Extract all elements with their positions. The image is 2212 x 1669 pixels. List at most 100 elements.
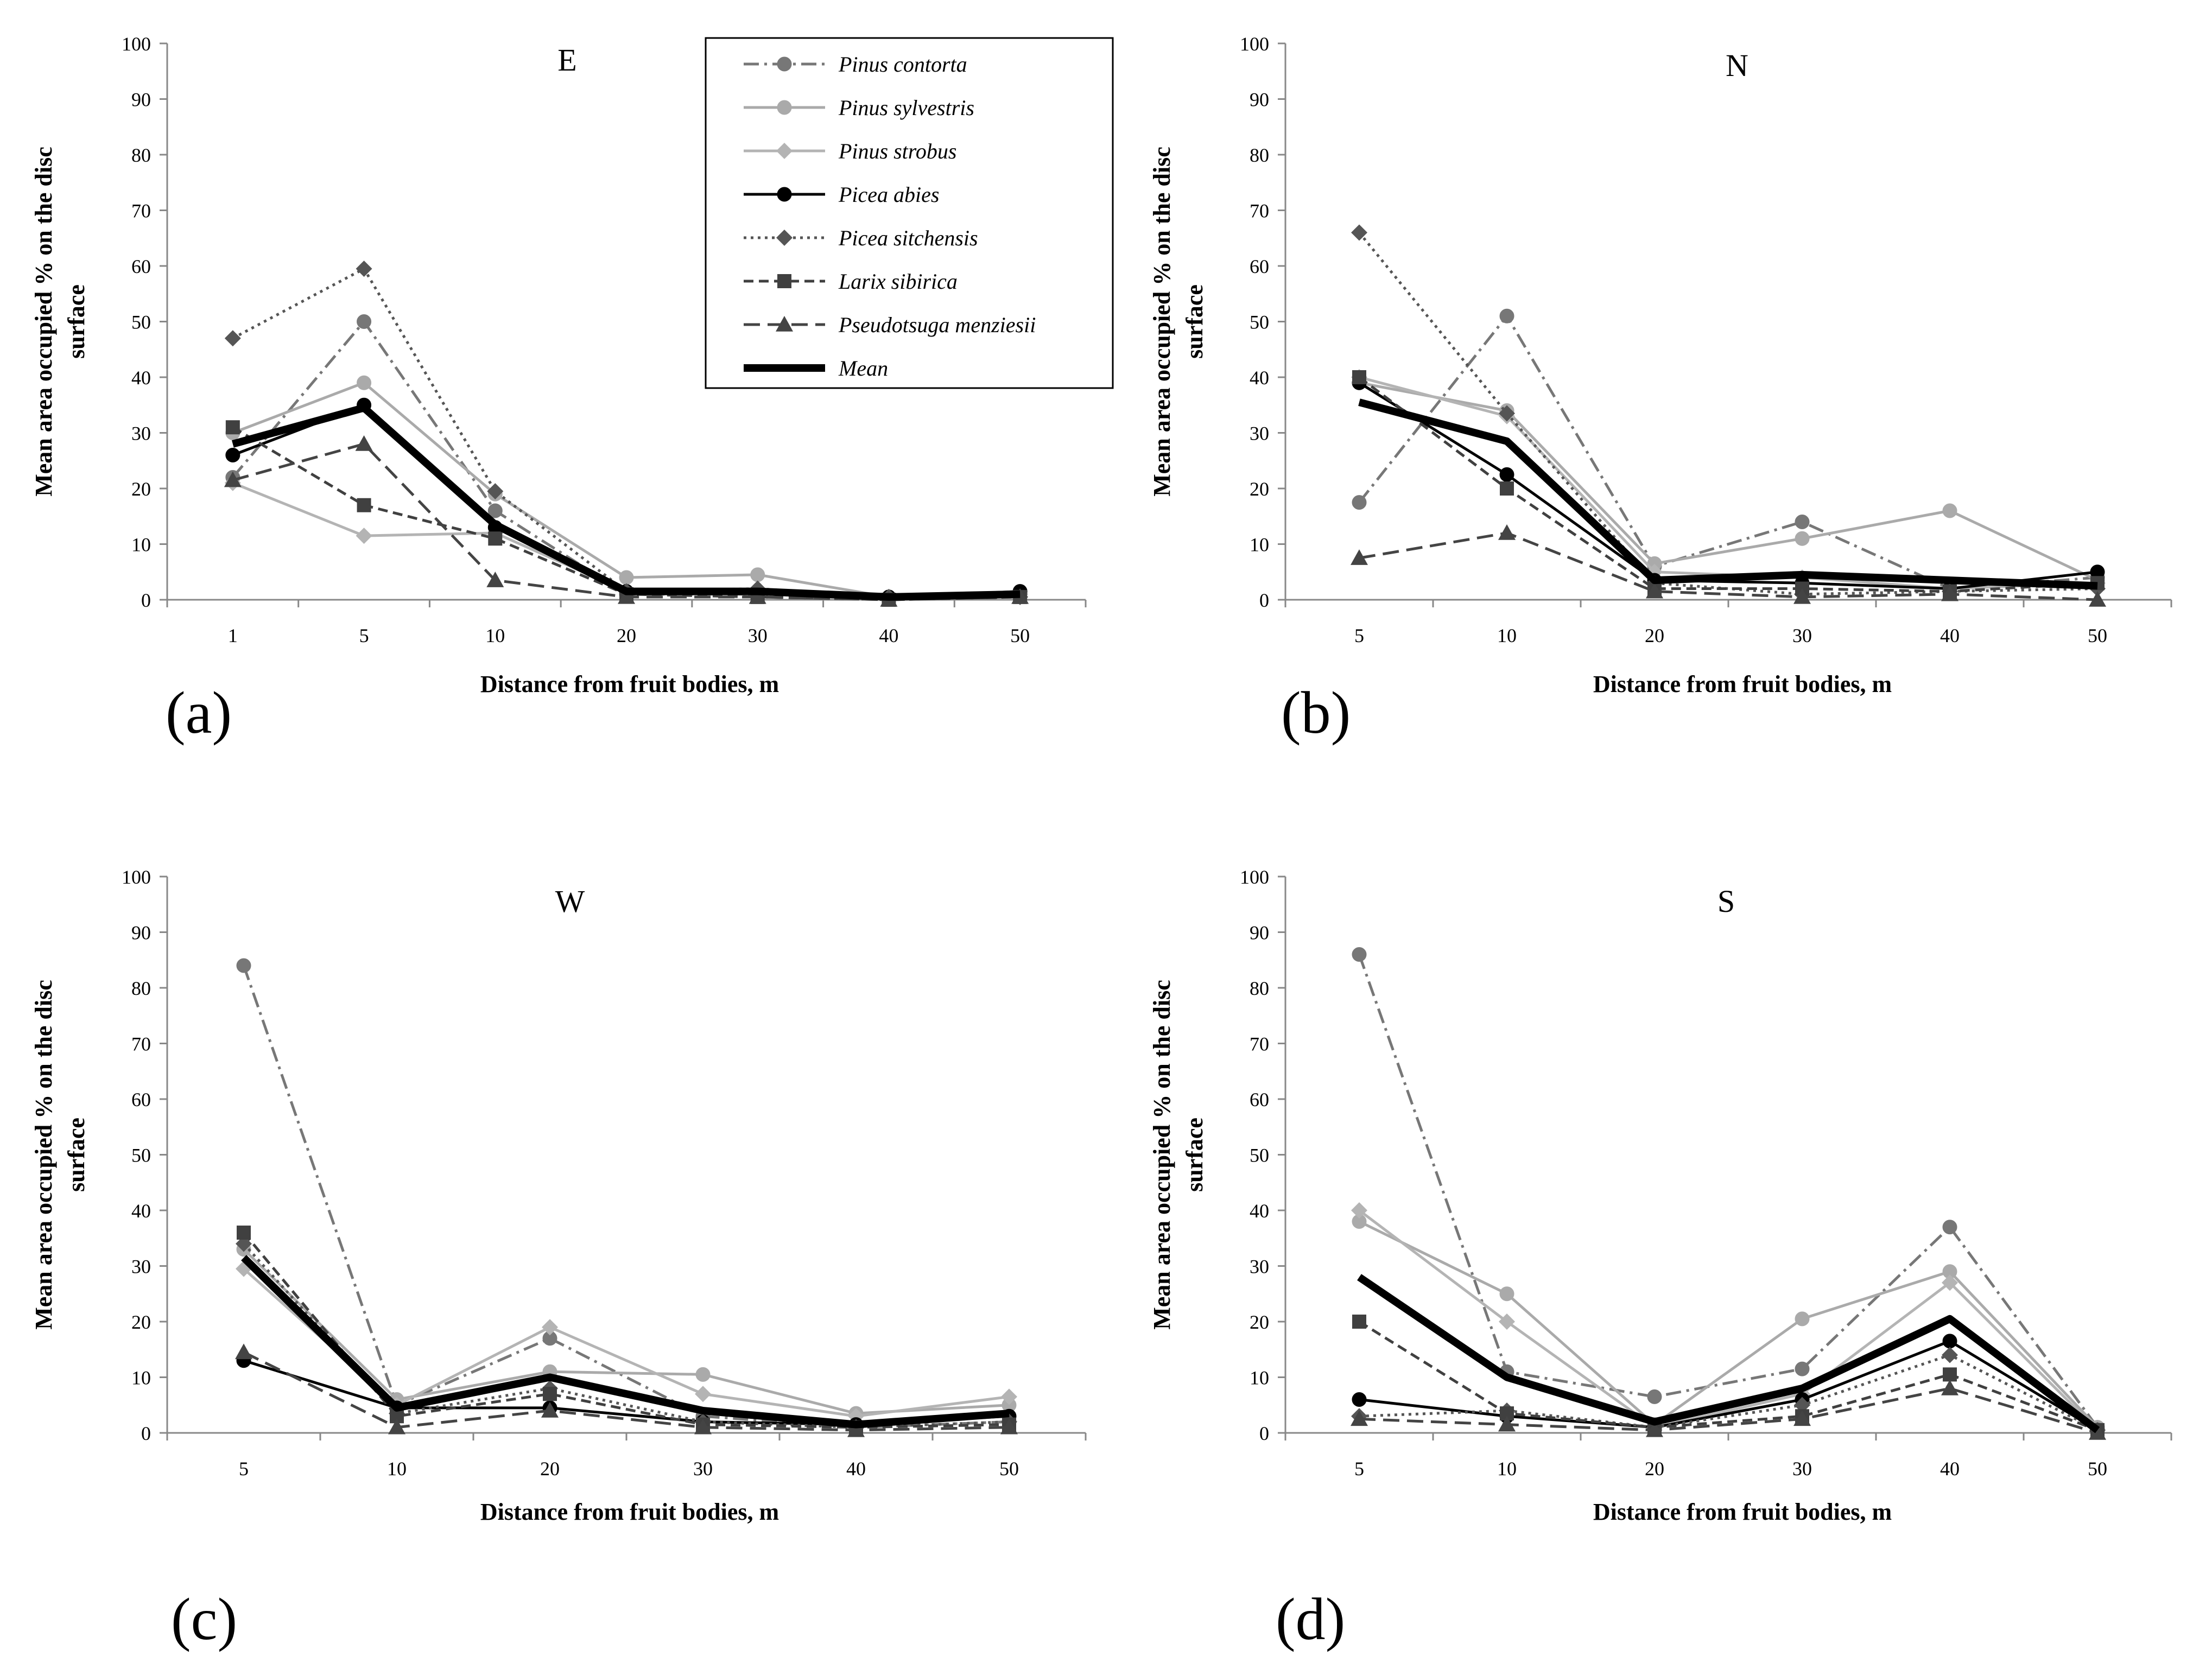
chart-panel-1: 0 10 20 30 40 50 60 70 80 90 100 1 5 10 20 30 40 50 E Dista… — [30, 33, 1087, 746]
series-pinus-contorta — [1352, 947, 2105, 1435]
data-point — [1498, 1416, 1516, 1432]
legend-label: Pinus sylvestris — [838, 96, 974, 120]
legend-swatch-marker — [777, 187, 792, 202]
legend-swatch-marker — [777, 274, 791, 288]
series-line — [1359, 1387, 2098, 1435]
x-tick-label: 10 — [1497, 625, 1517, 646]
x-tick-label: 50 — [2088, 1458, 2107, 1480]
y-tick-label: 90 — [1250, 922, 1269, 944]
panel-title: N — [1726, 48, 1748, 83]
x-tick-label: 5 — [359, 625, 369, 646]
data-point — [1001, 1388, 1017, 1405]
series-line — [1359, 376, 2098, 590]
series-pinus-sylvestris — [1352, 375, 2105, 588]
y-tick-label: 70 — [131, 1033, 151, 1055]
data-point — [749, 588, 766, 604]
legend-label: Picea sitchensis — [838, 226, 978, 250]
data-point — [1499, 467, 1514, 482]
series-line — [1357, 1274, 2100, 1433]
data-point — [388, 1418, 405, 1435]
x-tick-label: 20 — [1645, 1458, 1664, 1480]
y-tick-label: 50 — [1250, 312, 1269, 333]
legend-entry: Pseudotsuga menziesii — [744, 313, 1036, 337]
panel-label: (c) — [171, 1586, 237, 1652]
series-line — [242, 965, 1010, 1429]
y-axis-title-line: surface — [1181, 284, 1208, 359]
x-tick-label: 20 — [617, 625, 636, 646]
data-point — [487, 503, 503, 518]
data-point — [1941, 585, 1959, 601]
data-point — [1352, 370, 1366, 384]
y-tick-label: 0 — [1259, 1423, 1269, 1444]
y-axis-title-line: surface — [63, 284, 90, 359]
x-tick-label: 10 — [1497, 1458, 1517, 1480]
y-tick-label: 70 — [1250, 1033, 1269, 1055]
legend-swatch-marker — [777, 100, 792, 115]
data-point — [542, 1319, 558, 1336]
y-tick-label: 80 — [131, 978, 151, 999]
data-point — [1351, 549, 1368, 565]
legend-swatch-marker — [776, 316, 793, 332]
series-line — [231, 404, 1021, 601]
legend-label: Mean — [838, 356, 888, 380]
series-line — [1358, 954, 2099, 1429]
data-point — [1942, 503, 1957, 518]
data-point — [750, 567, 765, 582]
y-tick-label: 90 — [131, 922, 151, 944]
data-point — [1351, 1202, 1367, 1219]
y-tick-label: 60 — [131, 256, 151, 277]
y-tick-label: 40 — [1250, 1200, 1269, 1222]
data-point — [1499, 308, 1514, 323]
y-axis-title-line: Mean area occupied % on the disc — [30, 980, 57, 1330]
y-axis-title-line: surface — [1181, 1118, 1208, 1192]
data-point — [1500, 481, 1514, 496]
series-line — [1358, 231, 2098, 596]
data-point — [1793, 588, 1811, 604]
data-point — [1795, 1311, 1810, 1327]
x-tick-label: 10 — [485, 625, 505, 646]
data-point — [1646, 582, 1663, 599]
y-tick-label: 100 — [1240, 33, 1269, 55]
y-tick-label: 0 — [1259, 589, 1269, 611]
x-tick-label: 30 — [693, 1458, 713, 1480]
y-tick-label: 30 — [131, 423, 151, 445]
series-line — [1358, 1220, 2099, 1429]
x-axis-title: Distance from fruit bodies, m — [1593, 671, 1892, 697]
y-tick-label: 50 — [1250, 1145, 1269, 1166]
x-tick-label: 50 — [2088, 625, 2107, 646]
legend-entry: Pinus strobus — [744, 139, 956, 163]
series-line — [1359, 1340, 2099, 1432]
series-pinus-strobus — [236, 1260, 1017, 1425]
data-point — [695, 1367, 711, 1382]
chart-panel-3: 0 10 20 30 40 50 60 70 80 90 100 5 10 20 30 40 50 W Distan… — [30, 866, 1087, 1652]
data-point — [1943, 1367, 1957, 1382]
data-point — [1498, 524, 1516, 540]
data-point — [1795, 515, 1810, 529]
legend-swatch-marker — [776, 230, 793, 246]
y-tick-label: 30 — [1250, 423, 1269, 445]
series-line — [1359, 381, 2099, 582]
series-mean — [241, 1255, 1010, 1429]
y-tick-label: 100 — [122, 866, 151, 888]
data-point — [357, 498, 371, 512]
y-tick-label: 100 — [1240, 866, 1269, 888]
x-tick-label: 40 — [846, 1458, 866, 1480]
series-line — [232, 403, 1021, 599]
data-point — [1647, 1389, 1662, 1404]
legend: Pinus contorta Pinus sylvestris Pinus stro… — [705, 37, 1114, 389]
data-point — [357, 375, 372, 390]
y-tick-label: 90 — [1250, 89, 1269, 111]
x-tick-label: 1 — [228, 625, 238, 646]
x-tick-label: 40 — [1940, 625, 1960, 646]
series-line — [243, 1248, 1010, 1415]
data-point — [1942, 1347, 1958, 1363]
legend-entries: Pinus contorta Pinus sylvestris Pinus stro… — [744, 52, 1036, 380]
chart-panel-2: 0 10 20 30 40 50 60 70 80 90 100 5 10 20 30 40 50 N Distan… — [1149, 33, 2172, 746]
legend-label: Larix sibirica — [838, 269, 958, 294]
series-pseudotsuga-menziesii — [1351, 1380, 2106, 1440]
series-pseudotsuga-menziesii — [1351, 524, 2106, 607]
legend-entry: Picea abies — [744, 182, 940, 207]
panel-title: S — [1717, 884, 1735, 919]
